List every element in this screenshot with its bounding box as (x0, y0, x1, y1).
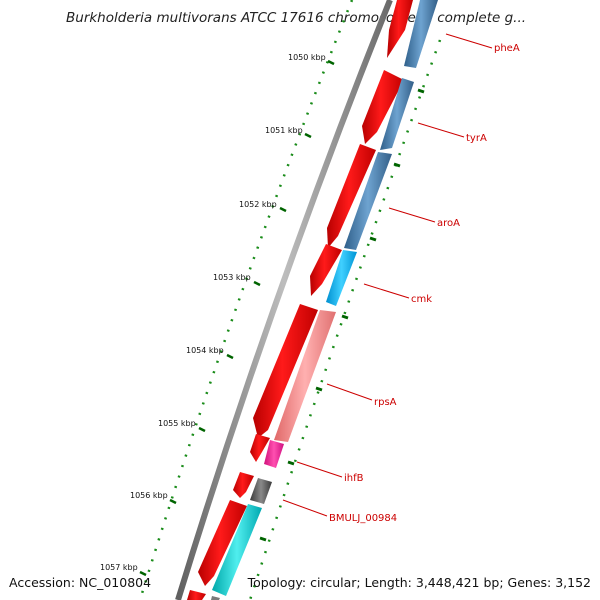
cds-arrow-aroa[interactable] (327, 144, 376, 248)
gene-label-bmulj-00984[interactable]: BMULJ_00984 (282, 499, 397, 524)
kbp-tick-mark (253, 280, 261, 287)
outer-tick-marks (259, 88, 425, 542)
kbp-tick-label: 1056 kbp (130, 491, 168, 500)
svg-text:pheA: pheA (494, 43, 520, 54)
kbp-tick-mark (304, 132, 312, 139)
cds-arrow-cmk[interactable] (310, 244, 342, 296)
gene-labels[interactable]: pheA tyrA aroA cmk rpsA ihfB BMULJ_00984 (282, 33, 520, 524)
cds-arrow-phea[interactable] (387, 0, 413, 58)
gene-label-rpsa[interactable]: rpsA (326, 383, 397, 408)
svg-text:tyrA: tyrA (466, 133, 487, 144)
kbp-tick-mark (279, 206, 287, 213)
gene-label-cmk[interactable]: cmk (363, 283, 432, 305)
backbone-arc (175, 0, 393, 600)
kbp-tick-label: 1057 kbp (100, 563, 138, 572)
svg-text:ihfB: ihfB (344, 473, 364, 484)
gene-label-phea[interactable]: pheA (445, 33, 520, 54)
map-title: Burkholderia multivorans ATCC 17616 chro… (66, 10, 527, 26)
kbp-tick-label: 1055 kbp (158, 419, 196, 428)
kbp-tick-mark (327, 59, 335, 66)
gray-feature-bottom[interactable] (211, 596, 220, 600)
svg-text:cmk: cmk (411, 294, 432, 305)
svg-text:aroA: aroA (437, 218, 460, 229)
gene-label-aroa[interactable]: aroA (388, 207, 460, 229)
genome-summary-text: Topology: circular; Length: 3,448,421 bp… (247, 575, 591, 590)
cds-arrow-lower[interactable] (198, 500, 247, 586)
kbp-tick-label: 1052 kbp (239, 200, 277, 209)
accession-text: Accession: NC_010804 (9, 575, 152, 590)
gc-content-track (138, 0, 354, 600)
cds-arrow-bmulj[interactable] (233, 472, 254, 498)
kbp-tick-mark (198, 426, 206, 433)
cds-arrow-bottom[interactable] (187, 590, 206, 600)
kbp-tick-label: 1054 kbp (186, 346, 224, 355)
blue-feature-aroa[interactable] (344, 152, 392, 250)
other-features-track[interactable] (211, 0, 438, 600)
teal-feature-lower[interactable] (212, 504, 262, 596)
kbp-tick-mark (139, 570, 147, 577)
kbp-tick-label: 1053 kbp (213, 273, 251, 282)
magenta-feature-ihfb[interactable] (264, 440, 284, 468)
svg-text:rpsA: rpsA (374, 397, 397, 408)
gene-label-tyra[interactable]: tyrA (417, 122, 487, 144)
pink-feature-rpsa[interactable] (274, 310, 336, 442)
kbp-tick-mark (226, 353, 234, 360)
forward-strand-cds[interactable] (187, 0, 413, 600)
kbp-tick-label: 1050 kbp (288, 53, 326, 62)
cds-arrow-rpsa[interactable] (253, 304, 318, 438)
svg-text:BMULJ_00984: BMULJ_00984 (329, 513, 397, 524)
blue-feature-tyra[interactable] (380, 78, 414, 150)
kbp-axis: 1050 kbp 1051 kbp 1052 kbp 1053 kbp 1054… (100, 53, 335, 577)
cyan-feature-cmk[interactable] (326, 250, 357, 306)
kbp-tick-mark (169, 498, 177, 505)
gene-label-ihfb[interactable]: ihfB (296, 461, 364, 484)
gray-feature-bmulj[interactable] (250, 478, 272, 504)
blue-feature-phea[interactable] (404, 0, 438, 68)
kbp-tick-label: 1051 kbp (265, 126, 303, 135)
cds-arrow-tyra[interactable] (362, 70, 404, 144)
cds-arrow-ihfb[interactable] (250, 434, 270, 462)
